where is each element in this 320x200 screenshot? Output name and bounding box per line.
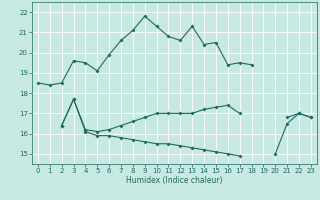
X-axis label: Humidex (Indice chaleur): Humidex (Indice chaleur) (126, 176, 223, 185)
